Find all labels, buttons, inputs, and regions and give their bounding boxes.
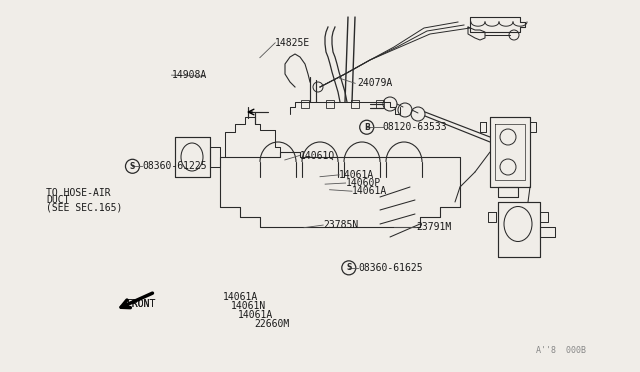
Text: 14060P: 14060P [346,178,381,188]
Text: 23785N: 23785N [323,220,358,230]
Text: FRONT: FRONT [127,299,156,309]
Text: A''8  000B: A''8 000B [536,346,586,355]
Circle shape [360,120,374,134]
Text: (SEE SEC.165): (SEE SEC.165) [46,203,122,212]
Bar [326,100,334,108]
Text: 14908A: 14908A [172,70,207,80]
Text: 23791M: 23791M [416,222,451,232]
Text: DUCT: DUCT [46,195,70,205]
Circle shape [342,261,356,275]
Text: 08360-61225: 08360-61225 [142,161,207,171]
Text: 14061A: 14061A [223,292,258,302]
Text: 14061A: 14061A [238,310,273,320]
Bar [351,100,359,108]
Text: 14061A: 14061A [352,186,387,196]
Text: 14061Q: 14061Q [300,151,335,160]
Text: S: S [346,263,351,272]
Text: TO HOSE-AIR: TO HOSE-AIR [46,188,111,198]
Text: FRONT: FRONT [127,299,156,309]
Text: 08120-63533: 08120-63533 [383,122,447,132]
Circle shape [125,159,140,173]
Bar [376,100,384,108]
Text: 24079A: 24079A [357,78,392,88]
Text: 08360-61625: 08360-61625 [358,263,423,273]
Text: B: B [364,123,369,132]
Text: 14061A: 14061A [339,170,374,180]
Text: 22660M: 22660M [255,319,290,328]
Text: 14825E: 14825E [275,38,310,48]
Bar [301,100,309,108]
Text: 14061N: 14061N [230,301,266,311]
Text: S: S [130,162,135,171]
